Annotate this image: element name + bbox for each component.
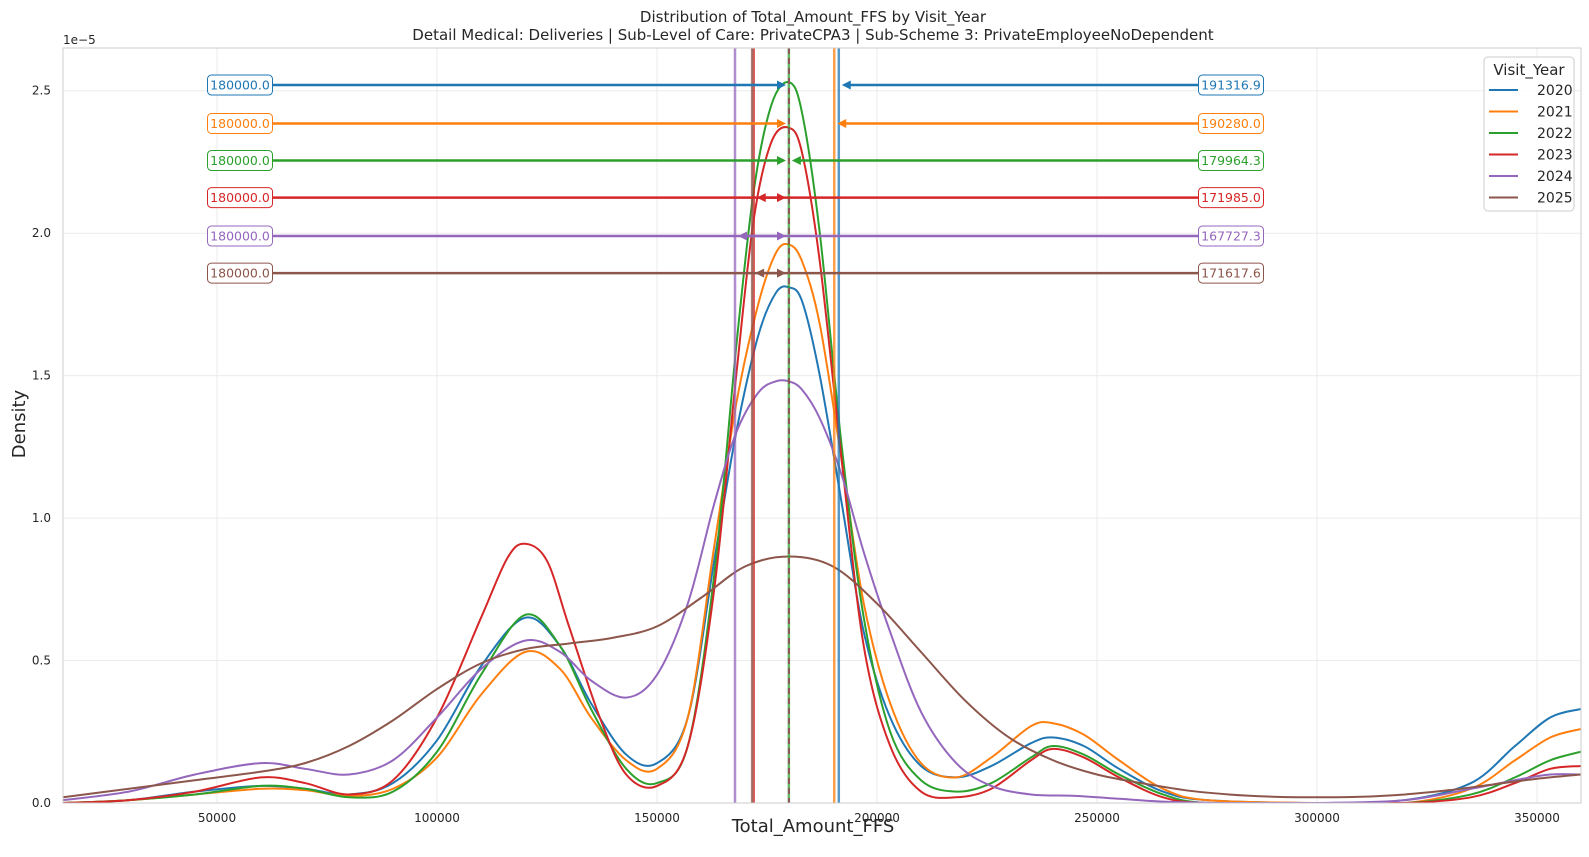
median-label-box-2024	[207, 225, 273, 247]
median-label-2023: 180000.0	[210, 190, 270, 205]
median-label-box-2021	[207, 113, 273, 134]
mean-label-2021: 190280.0	[1201, 116, 1261, 131]
median-arrowhead-2022	[777, 156, 786, 166]
median-label-box-2023	[207, 187, 273, 209]
mean-arrowhead-2025	[755, 268, 765, 278]
plot-frame	[62, 47, 1582, 804]
grid	[63, 48, 1581, 804]
x-tick-label: 100000	[414, 811, 460, 825]
median-label-box-2025	[207, 262, 273, 284]
density-line-2020	[63, 285, 1581, 803]
mean-arrowhead-2023	[756, 193, 766, 203]
y-axis-label: Density	[9, 389, 30, 458]
mean-label-box-2024	[1198, 225, 1264, 247]
legend: Visit_Year 2020 2021 2022 2023 2024 2025	[1483, 56, 1575, 212]
x-tick-label: 50000	[198, 811, 236, 825]
median-label-2021: 180000.0	[210, 116, 270, 131]
mean-arrowhead-2022	[791, 156, 801, 166]
x-tick-label: 300000	[1294, 811, 1340, 825]
median-label-2022: 180000.0	[210, 153, 270, 168]
mean-label-2023: 171985.0	[1201, 190, 1261, 205]
annotations: 180000.0 191316.9 180000.0 190280.0 180000.0…	[207, 74, 1264, 284]
mean-label-box-2020	[1198, 74, 1264, 96]
median-arrowhead-2020	[777, 80, 786, 90]
tick-labels: 50000 100000 150000 200000 250000 300000 35000…	[32, 84, 1560, 825]
median-label-2024: 180000.0	[210, 229, 270, 244]
legend-label-2023: 2023	[1537, 148, 1573, 164]
x-tick-label: 350000	[1514, 811, 1560, 825]
y-tick-label: 1.0	[32, 511, 51, 525]
median-label-2025: 180000.0	[210, 266, 270, 281]
x-axis-label: Total_Amount_FFS	[731, 816, 895, 837]
density-line-2022	[63, 81, 1581, 803]
density-line-2024	[63, 379, 1581, 803]
stat-lines	[733, 48, 841, 803]
x-tick-label: 250000	[1074, 811, 1120, 825]
mean-arrowhead-2021	[837, 119, 847, 128]
mean-label-2025: 171617.6	[1201, 266, 1261, 281]
median-label-box-2022	[207, 150, 273, 172]
y-tick-label: 1.5	[32, 369, 51, 383]
y-tick-label: 0.5	[32, 654, 51, 668]
mean-label-2020: 191316.9	[1201, 78, 1261, 93]
density-line-2023	[63, 126, 1581, 803]
legend-label-2022: 2022	[1537, 126, 1573, 142]
x-tick-label: 150000	[634, 811, 680, 825]
legend-label-2025: 2025	[1537, 191, 1573, 207]
mean-arrowhead-2024	[738, 231, 748, 241]
density-curves	[63, 81, 1581, 803]
density-line-2021	[63, 242, 1581, 803]
median-label-2020: 180000.0	[210, 78, 270, 93]
legend-label-2020: 2020	[1537, 83, 1573, 99]
median-arrowhead-2021	[777, 119, 786, 128]
y-offset-label: 1e−5	[63, 33, 96, 47]
mean-arrowhead-2020	[841, 80, 851, 90]
y-tick-label: 2.0	[32, 226, 51, 240]
density-line-2025	[63, 555, 1581, 799]
legend-box	[1483, 56, 1575, 212]
mean-label-2022: 179964.3	[1201, 153, 1261, 168]
mean-label-2024: 167727.3	[1201, 229, 1261, 244]
legend-label-2024: 2024	[1537, 169, 1573, 185]
mean-label-box-2025	[1198, 262, 1264, 284]
x-tick-label: 200000	[854, 811, 900, 825]
y-tick-label: 0.0	[32, 796, 51, 810]
legend-title: Visit_Year	[1493, 61, 1565, 80]
chart-title: Distribution of Total_Amount_FFS by Visi…	[640, 8, 987, 27]
mean-label-box-2023	[1198, 187, 1264, 209]
mean-label-box-2022	[1198, 150, 1264, 172]
chart-subtitle: Detail Medical: Deliveries | Sub-Level o…	[412, 26, 1213, 44]
y-tick-label: 2.5	[32, 84, 51, 98]
mean-label-box-2021	[1198, 113, 1264, 134]
median-label-box-2020	[207, 74, 273, 96]
legend-label-2021: 2021	[1537, 105, 1573, 121]
